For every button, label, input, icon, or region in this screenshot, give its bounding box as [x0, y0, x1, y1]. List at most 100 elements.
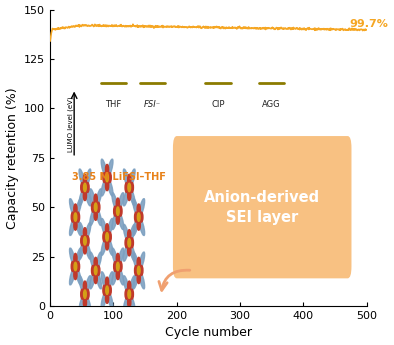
Ellipse shape	[139, 218, 145, 236]
Circle shape	[134, 212, 138, 222]
Circle shape	[86, 289, 89, 299]
Ellipse shape	[69, 267, 75, 285]
Circle shape	[83, 281, 87, 291]
Circle shape	[94, 257, 97, 267]
Ellipse shape	[107, 291, 113, 309]
Text: 3.85 M LiFSI–THF: 3.85 M LiFSI–THF	[72, 171, 166, 181]
Circle shape	[94, 194, 97, 204]
Circle shape	[81, 236, 84, 246]
Circle shape	[106, 233, 108, 241]
Text: LUMO level (eV): LUMO level (eV)	[67, 96, 74, 152]
Ellipse shape	[90, 271, 95, 289]
Circle shape	[125, 289, 128, 299]
Ellipse shape	[96, 189, 102, 207]
Ellipse shape	[123, 243, 129, 261]
Circle shape	[106, 286, 108, 294]
Circle shape	[128, 230, 131, 240]
Circle shape	[81, 289, 84, 299]
Circle shape	[74, 213, 77, 221]
Circle shape	[94, 210, 97, 220]
Circle shape	[86, 236, 89, 246]
Ellipse shape	[112, 248, 118, 266]
Ellipse shape	[129, 276, 135, 294]
Ellipse shape	[118, 193, 124, 210]
Ellipse shape	[107, 272, 113, 290]
Circle shape	[140, 212, 143, 222]
Ellipse shape	[96, 271, 102, 289]
Circle shape	[125, 238, 128, 248]
Ellipse shape	[101, 218, 107, 236]
Circle shape	[128, 174, 131, 185]
Ellipse shape	[129, 243, 135, 261]
FancyBboxPatch shape	[173, 136, 351, 278]
Ellipse shape	[85, 169, 91, 187]
Ellipse shape	[107, 159, 113, 177]
Circle shape	[130, 238, 134, 248]
Ellipse shape	[96, 252, 102, 270]
Ellipse shape	[85, 188, 91, 206]
Circle shape	[71, 262, 74, 272]
Circle shape	[137, 257, 140, 267]
Circle shape	[130, 183, 134, 193]
Ellipse shape	[79, 223, 85, 240]
Y-axis label: Capacity retention (%): Capacity retention (%)	[6, 87, 19, 229]
Ellipse shape	[133, 252, 139, 270]
Circle shape	[137, 204, 140, 214]
Circle shape	[76, 212, 80, 222]
Circle shape	[137, 274, 140, 284]
Circle shape	[94, 203, 97, 211]
Circle shape	[97, 265, 100, 276]
Circle shape	[106, 277, 109, 287]
Text: AGG: AGG	[262, 100, 281, 109]
Circle shape	[91, 202, 95, 212]
Circle shape	[83, 244, 87, 254]
Ellipse shape	[101, 291, 107, 309]
Ellipse shape	[107, 178, 113, 196]
Circle shape	[116, 253, 119, 264]
Circle shape	[81, 183, 84, 193]
Ellipse shape	[69, 218, 75, 236]
Ellipse shape	[96, 208, 102, 226]
Circle shape	[97, 202, 100, 212]
Ellipse shape	[76, 218, 81, 236]
Circle shape	[108, 232, 111, 242]
Ellipse shape	[76, 267, 81, 285]
Text: Anion-derived
SEI layer: Anion-derived SEI layer	[204, 190, 320, 225]
Circle shape	[103, 232, 106, 242]
Ellipse shape	[101, 159, 107, 177]
Text: 99.7%: 99.7%	[349, 19, 388, 29]
Circle shape	[74, 204, 77, 214]
Circle shape	[128, 239, 130, 247]
Circle shape	[125, 183, 128, 193]
Circle shape	[84, 183, 86, 191]
Ellipse shape	[123, 169, 129, 187]
Circle shape	[74, 253, 77, 264]
Circle shape	[130, 289, 134, 299]
Circle shape	[117, 262, 119, 271]
Circle shape	[108, 285, 111, 295]
Circle shape	[117, 207, 119, 215]
Circle shape	[116, 198, 119, 208]
Circle shape	[128, 246, 131, 256]
Ellipse shape	[129, 295, 135, 313]
Ellipse shape	[76, 248, 81, 266]
Circle shape	[113, 206, 117, 216]
Ellipse shape	[112, 193, 118, 210]
Circle shape	[138, 213, 140, 221]
Ellipse shape	[129, 224, 135, 242]
Ellipse shape	[139, 252, 145, 270]
Ellipse shape	[133, 271, 139, 289]
Circle shape	[103, 172, 106, 183]
Text: CIP: CIP	[211, 100, 225, 109]
Ellipse shape	[139, 271, 145, 289]
Text: FSI⁻: FSI⁻	[144, 100, 161, 109]
Circle shape	[71, 212, 74, 222]
Circle shape	[113, 262, 117, 272]
Circle shape	[140, 265, 143, 276]
Circle shape	[116, 214, 119, 224]
Circle shape	[74, 262, 77, 271]
Ellipse shape	[123, 276, 129, 294]
Ellipse shape	[107, 218, 113, 236]
Circle shape	[128, 290, 130, 298]
Ellipse shape	[129, 169, 135, 187]
